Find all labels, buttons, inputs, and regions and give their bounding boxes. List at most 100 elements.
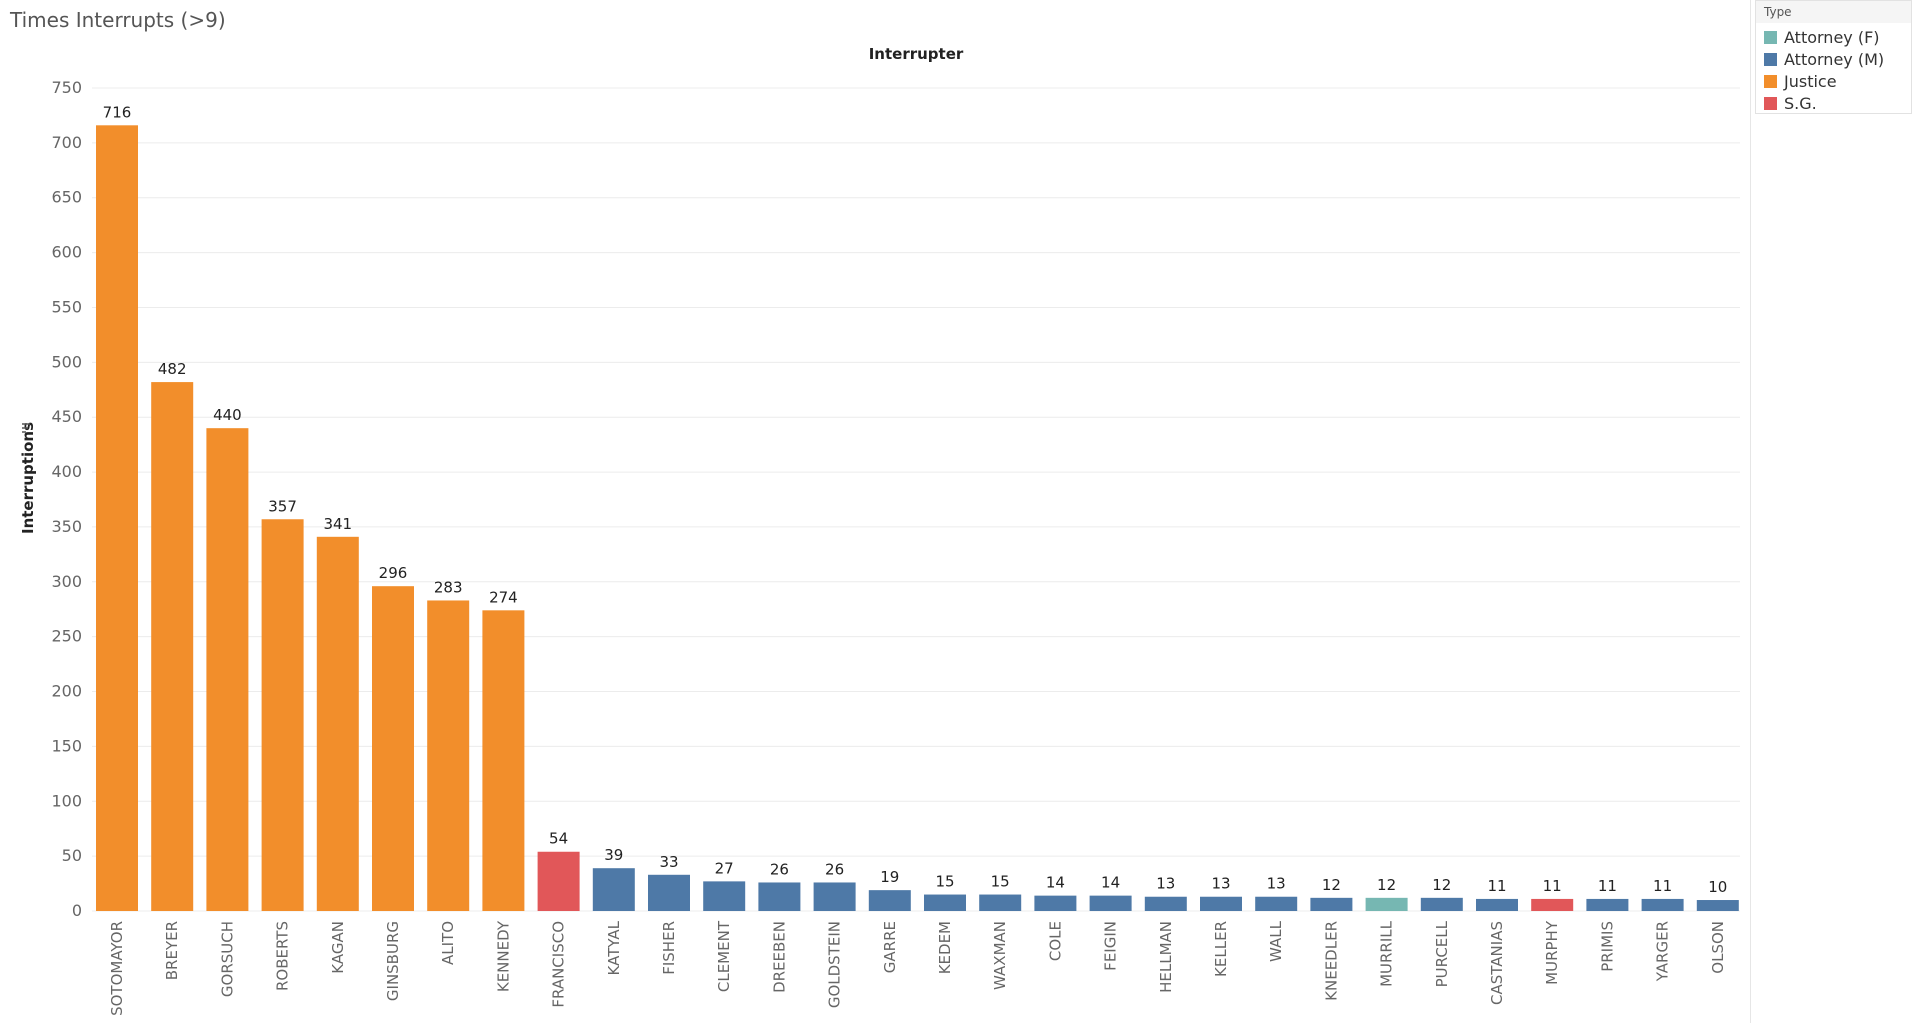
panel-divider bbox=[1750, 0, 1751, 1023]
legend-item-attorney-m[interactable]: Attorney (M) bbox=[1764, 49, 1884, 69]
y-axis-title: Interruptions bbox=[19, 422, 37, 534]
bar-garre[interactable] bbox=[868, 890, 911, 911]
bar-francisco[interactable] bbox=[537, 851, 580, 911]
data-label: 11 bbox=[1487, 877, 1506, 895]
bar-katyal[interactable] bbox=[592, 868, 635, 911]
y-tick-label: 350 bbox=[51, 517, 82, 536]
data-label: 11 bbox=[1653, 877, 1672, 895]
x-category-label: KENNEDY bbox=[494, 920, 512, 992]
bar-murphy[interactable] bbox=[1531, 898, 1574, 911]
data-label: 482 bbox=[158, 360, 187, 378]
x-category-label: WALL bbox=[1267, 920, 1285, 962]
gridlines bbox=[92, 87, 1740, 912]
data-labels: 716 482 440 357 341 296 283 274 54 39 33 27 26 26 19 15… bbox=[103, 103, 1728, 896]
data-label: 12 bbox=[1322, 876, 1341, 894]
legend-item-justice[interactable]: Justice bbox=[1764, 71, 1837, 91]
data-label: 26 bbox=[825, 860, 844, 878]
data-label: 283 bbox=[434, 578, 463, 596]
legend-label: Justice bbox=[1784, 71, 1837, 91]
bar-hellman[interactable] bbox=[1144, 896, 1187, 911]
bar-cole[interactable] bbox=[1034, 895, 1077, 911]
data-label: 357 bbox=[268, 497, 297, 515]
bar-primis[interactable] bbox=[1586, 898, 1629, 911]
x-category-label: FISHER bbox=[660, 921, 678, 975]
y-tick-label: 150 bbox=[51, 736, 82, 755]
x-category-label: BREYER bbox=[163, 921, 181, 980]
data-label: 39 bbox=[604, 846, 623, 864]
x-category-label: CLEMENT bbox=[715, 920, 733, 992]
bar-alito[interactable] bbox=[427, 600, 470, 911]
bar-breyer[interactable] bbox=[151, 382, 194, 911]
bar-keller[interactable] bbox=[1200, 896, 1242, 911]
data-label: 12 bbox=[1377, 876, 1396, 894]
bar-kneedler[interactable] bbox=[1310, 897, 1353, 911]
x-category-label: YARGER bbox=[1654, 921, 1672, 982]
x-category-label: MURPHY bbox=[1543, 920, 1561, 985]
bar-kennedy[interactable] bbox=[482, 610, 525, 911]
x-category-label: GORSUCH bbox=[218, 921, 236, 997]
bar-fisher[interactable] bbox=[648, 874, 690, 911]
legend-label: Attorney (M) bbox=[1784, 49, 1885, 69]
data-label: 13 bbox=[1156, 875, 1175, 893]
legend-swatch bbox=[1764, 74, 1777, 88]
data-label: 440 bbox=[213, 406, 242, 424]
bar-murrill[interactable] bbox=[1365, 897, 1408, 911]
legend-item-attorney-f[interactable]: Attorney (F) bbox=[1764, 27, 1880, 47]
x-category-label: GARRE bbox=[881, 921, 899, 973]
bar-wall[interactable] bbox=[1255, 896, 1298, 911]
bar-dreeben[interactable] bbox=[758, 882, 801, 911]
bar-goldstein[interactable] bbox=[813, 882, 856, 911]
legend: Type Attorney (F) Attorney (M) Justice S… bbox=[1755, 0, 1912, 114]
data-label: 11 bbox=[1598, 877, 1617, 895]
bar-castanias[interactable] bbox=[1476, 898, 1518, 911]
data-label: 27 bbox=[715, 859, 734, 877]
y-tick-label: 600 bbox=[51, 243, 82, 262]
x-category-label: KAGAN bbox=[329, 921, 347, 974]
bar-olson[interactable] bbox=[1696, 900, 1739, 911]
bar-clement[interactable] bbox=[703, 881, 746, 911]
bar-purcell[interactable] bbox=[1420, 897, 1463, 911]
bar-kagan[interactable] bbox=[316, 536, 359, 911]
y-tick-label: 500 bbox=[51, 352, 82, 371]
data-label: 14 bbox=[1046, 874, 1065, 892]
x-category-label: SOTOMAYOR bbox=[108, 921, 126, 1016]
y-tick-label: 750 bbox=[51, 78, 82, 97]
bar-feigin[interactable] bbox=[1089, 895, 1132, 911]
bar-waxman[interactable] bbox=[979, 894, 1022, 911]
x-category-label: KATYAL bbox=[605, 920, 623, 975]
data-label: 296 bbox=[379, 564, 408, 582]
bar-gorsuch[interactable] bbox=[206, 428, 249, 911]
legend-swatch bbox=[1764, 52, 1777, 66]
data-label: 54 bbox=[549, 830, 568, 848]
y-tick-label: 400 bbox=[51, 462, 82, 481]
sort-icon[interactable] bbox=[22, 423, 30, 433]
y-tick-label: 100 bbox=[51, 791, 82, 810]
x-axis-categories: SOTOMAYOR BREYER GORSUCH ROBERTS KAGAN GINSBU… bbox=[108, 920, 1727, 1016]
bar-roberts[interactable] bbox=[261, 519, 304, 911]
x-category-label: HELLMAN bbox=[1157, 921, 1175, 993]
data-label: 10 bbox=[1708, 878, 1727, 896]
legend-header bbox=[1756, 1, 1911, 23]
x-category-label: PURCELL bbox=[1433, 920, 1451, 987]
legend-label: Attorney (F) bbox=[1784, 27, 1880, 47]
y-tick-label: 0 bbox=[72, 901, 82, 920]
x-category-label: CASTANIAS bbox=[1488, 921, 1506, 1005]
bar-yarger[interactable] bbox=[1641, 898, 1684, 911]
bar-ginsburg[interactable] bbox=[372, 586, 414, 911]
legend-item-sg[interactable]: S.G. bbox=[1764, 93, 1817, 113]
data-label: 274 bbox=[489, 588, 518, 606]
x-category-label: OLSON bbox=[1709, 921, 1727, 974]
data-label: 15 bbox=[935, 873, 954, 891]
legend-swatch bbox=[1764, 30, 1777, 44]
y-tick-label: 250 bbox=[51, 627, 82, 646]
y-tick-label: 450 bbox=[51, 407, 82, 426]
legend-title: Type bbox=[1764, 5, 1792, 19]
data-label: 26 bbox=[770, 860, 789, 878]
bar-sotomayor[interactable] bbox=[96, 125, 138, 912]
data-label: 341 bbox=[323, 515, 352, 533]
bar-kedem[interactable] bbox=[924, 894, 966, 911]
x-category-label: DREEBEN bbox=[770, 921, 788, 993]
x-category-label: PRIMIS bbox=[1598, 921, 1616, 972]
x-category-label: FRANCISCO bbox=[550, 921, 568, 1008]
x-category-label: FEIGIN bbox=[1102, 921, 1120, 971]
